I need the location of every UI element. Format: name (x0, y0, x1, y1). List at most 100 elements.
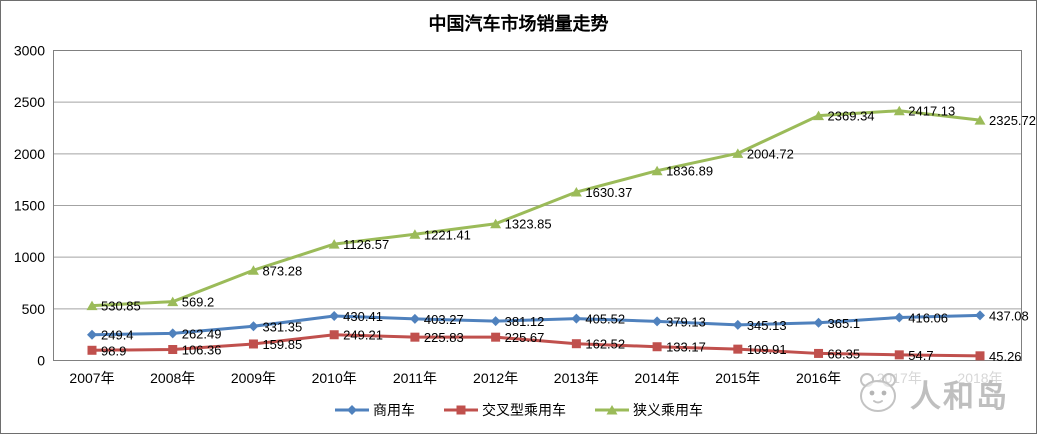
data-label: 403.27 (424, 312, 464, 327)
data-label: 1836.89 (666, 164, 713, 179)
series-line-交叉型乘用车 (90, 333, 982, 358)
y-tick-label: 1000 (14, 249, 45, 265)
y-tick-label: 2000 (14, 146, 45, 162)
data-point-商用车 (571, 313, 582, 324)
data-point-交叉型乘用车 (87, 345, 97, 355)
x-tick-label: 2007年 (69, 370, 114, 386)
y-tick-label: 0 (37, 353, 45, 369)
series-line-狭义乘用车 (90, 109, 982, 308)
data-point-狭义乘用车 (732, 148, 744, 158)
y-tick-label: 500 (22, 301, 46, 317)
data-label: 381.12 (505, 314, 545, 329)
data-label: 106.36 (182, 343, 222, 358)
data-point-商用车 (732, 319, 743, 330)
watermark-text: 人和岛 (910, 378, 1009, 414)
data-label: 98.9 (101, 343, 126, 358)
data-label: 416.06 (908, 311, 948, 326)
legend-item-narrow-passenger-vehicle: 狭义乘用车 (594, 400, 703, 420)
panda-logo-icon (853, 368, 905, 418)
data-label: 345.13 (747, 318, 787, 333)
data-point-商用车 (87, 329, 97, 340)
x-tick-label: 2016年 (796, 370, 841, 386)
x-tick-label: 2015年 (715, 370, 760, 386)
series-line-商用车 (90, 313, 982, 337)
legend-label: 商用车 (373, 402, 415, 418)
data-point-狭义乘用车 (651, 165, 663, 176)
data-point-交叉型乘用车 (975, 351, 985, 361)
legend-marker-square-icon (443, 404, 479, 416)
data-label: 437.08 (989, 308, 1029, 323)
y-tick-label: 1500 (14, 198, 45, 214)
data-point-交叉型乘用车 (248, 339, 258, 349)
data-label: 249.4 (101, 328, 134, 343)
data-point-商用车 (329, 311, 340, 322)
data-label: 159.85 (262, 337, 302, 352)
data-label: 2417.13 (908, 104, 955, 119)
data-label: 331.35 (262, 319, 302, 334)
data-point-商用车 (409, 313, 420, 324)
data-point-商用车 (813, 317, 824, 328)
data-point-交叉型乘用车 (168, 345, 178, 355)
data-point-交叉型乘用车 (894, 350, 904, 360)
data-point-商用车 (248, 321, 259, 332)
data-label: 379.13 (666, 314, 706, 329)
data-point-交叉型乘用车 (814, 348, 824, 358)
data-label: 54.7 (908, 348, 933, 363)
y-tick-label: 2500 (14, 94, 45, 110)
data-point-狭义乘用车 (167, 296, 179, 307)
data-label: 873.28 (262, 263, 302, 278)
data-label: 405.52 (585, 312, 625, 327)
data-point-狭义乘用车 (247, 265, 259, 275)
data-point-狭义乘用车 (974, 115, 986, 125)
data-point-狭义乘用车 (570, 187, 582, 197)
data-label: 162.52 (585, 337, 625, 352)
legend-label: 狭义乘用车 (633, 402, 703, 418)
chart-title: 中国汽车市场销量走势 (428, 14, 609, 34)
data-label: 1126.57 (343, 237, 389, 252)
y-tick-label: 3000 (14, 43, 45, 59)
data-point-交叉型乘用车 (571, 339, 581, 349)
data-label: 2004.72 (747, 146, 794, 161)
legend-item-commercial-vehicle: 商用车 (334, 400, 415, 420)
legend-marker-triangle-icon (594, 404, 630, 416)
watermark: 人和岛 (853, 363, 1029, 423)
data-label: 2325.72 (989, 113, 1036, 128)
data-point-交叉型乘用车 (491, 332, 501, 342)
data-label: 262.49 (182, 326, 222, 341)
data-point-交叉型乘用车 (733, 344, 743, 354)
data-label: 2369.34 (828, 109, 875, 124)
plot-border (53, 50, 1022, 361)
data-point-商用车 (975, 310, 985, 321)
data-label: 225.83 (424, 330, 464, 345)
data-label: 365.1 (828, 316, 861, 331)
data-point-交叉型乘用车 (329, 330, 339, 340)
data-point-狭义乘用车 (490, 218, 502, 229)
data-label: 225.67 (505, 330, 545, 345)
legend: 商用车 交叉型乘用车 狭义乘用车 (1, 400, 1036, 420)
legend-marker-diamond-icon (334, 404, 370, 416)
data-point-狭义乘用车 (328, 239, 340, 249)
data-point-狭义乘用车 (409, 229, 421, 239)
legend-label: 交叉型乘用车 (482, 402, 566, 418)
data-point-商用车 (167, 328, 178, 339)
x-tick-label: 2009年 (231, 370, 276, 386)
data-point-交叉型乘用车 (652, 342, 662, 352)
data-point-商用车 (894, 312, 905, 323)
data-label: 1323.85 (505, 217, 552, 232)
x-tick-label: 2012年 (473, 370, 518, 386)
data-label: 68.35 (828, 346, 861, 361)
data-point-商用车 (652, 316, 663, 327)
legend-item-crossover-passenger-vehicle: 交叉型乘用车 (443, 400, 566, 420)
data-label: 45.26 (989, 349, 1022, 364)
data-point-狭义乘用车 (893, 105, 905, 116)
data-label: 249.21 (343, 328, 383, 343)
data-point-交叉型乘用车 (410, 332, 420, 342)
x-tick-label: 2013年 (554, 370, 599, 386)
data-point-狭义乘用车 (813, 110, 825, 121)
data-point-狭义乘用车 (86, 300, 98, 311)
data-label: 133.17 (666, 340, 706, 355)
x-tick-label: 2011年 (393, 370, 437, 386)
data-point-商用车 (490, 316, 501, 327)
